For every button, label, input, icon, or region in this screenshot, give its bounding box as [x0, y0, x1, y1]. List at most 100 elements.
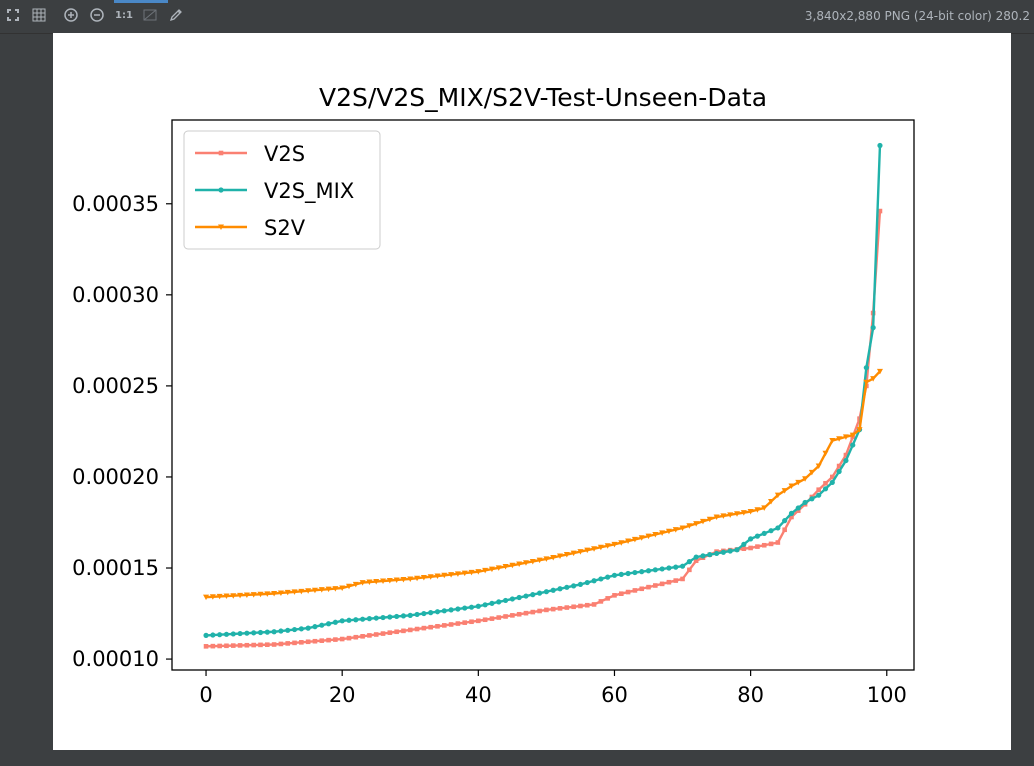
fit-screen-icon[interactable] [5, 8, 21, 24]
data-point [639, 586, 645, 592]
data-point [748, 545, 753, 551]
data-point [345, 583, 352, 590]
data-point [638, 535, 645, 541]
data-point [244, 642, 250, 648]
data-point [489, 600, 495, 606]
data-point [394, 629, 399, 635]
data-point [639, 569, 645, 575]
data-point [734, 511, 741, 517]
data-point [775, 540, 781, 545]
actual-size-icon[interactable]: 1:1 [115, 10, 133, 21]
data-point [360, 634, 365, 639]
data-point [380, 578, 387, 585]
data-point [434, 609, 441, 615]
data-point [352, 581, 359, 588]
data-point [502, 564, 509, 570]
data-point [584, 579, 590, 586]
data-point [761, 542, 767, 548]
data-point [496, 615, 502, 620]
data-point [591, 602, 597, 607]
image-info-text: 3,840x2,880 PNG (24-bit color) 280.2 [804, 9, 1030, 23]
data-point [420, 574, 427, 581]
data-point [284, 589, 291, 596]
data-point [774, 492, 781, 499]
data-point [264, 629, 270, 635]
y-tick-label: 0.00035 [72, 192, 159, 216]
x-tick-label: 20 [329, 683, 356, 707]
data-point [707, 552, 713, 558]
data-point [203, 644, 209, 649]
legend-label: V2S [264, 142, 305, 166]
data-point [802, 476, 809, 482]
data-point [720, 513, 727, 519]
data-point [496, 599, 502, 605]
data-point [666, 565, 672, 571]
data-point [291, 626, 298, 633]
color-picker-icon[interactable] [168, 8, 184, 24]
data-point [421, 625, 427, 631]
data-point [789, 514, 794, 520]
data-point [529, 558, 536, 565]
data-point [224, 643, 229, 649]
data-point [455, 606, 461, 612]
data-point [277, 590, 284, 596]
data-point [550, 587, 556, 593]
background-icon[interactable] [142, 8, 158, 24]
data-point [380, 614, 386, 621]
data-point [386, 578, 393, 584]
legend-marker [218, 224, 224, 230]
legend-label: S2V [264, 216, 306, 240]
data-point [645, 568, 652, 574]
data-point [632, 569, 638, 576]
y-tick-label: 0.00015 [72, 556, 159, 580]
data-point [401, 628, 406, 634]
data-point [577, 549, 584, 555]
data-point [209, 594, 216, 600]
data-point [761, 505, 768, 511]
data-point [311, 587, 318, 594]
data-point [359, 580, 366, 586]
data-point [686, 523, 693, 529]
data-point [761, 530, 767, 537]
data-point [680, 576, 685, 582]
zoom-out-icon[interactable] [89, 8, 105, 24]
data-point [223, 631, 230, 637]
data-point [292, 640, 297, 646]
grid-icon[interactable] [31, 8, 47, 24]
data-point [441, 608, 447, 614]
data-point [462, 620, 468, 625]
data-point [748, 536, 754, 542]
data-point [489, 616, 495, 621]
data-point [203, 632, 209, 638]
data-point [488, 566, 495, 573]
data-point [257, 629, 264, 636]
series-v2s-mix [203, 142, 883, 638]
data-point [598, 576, 604, 582]
series-line [205, 370, 881, 599]
data-point [673, 578, 679, 583]
data-point [475, 569, 482, 575]
data-point [564, 584, 570, 590]
chart-title: V2S/V2S_MIX/S2V-Test-Unseen-Data [319, 83, 767, 112]
data-point [584, 602, 590, 608]
data-point [550, 554, 557, 561]
data-point [462, 605, 468, 611]
data-point [360, 616, 366, 622]
data-point [625, 538, 632, 545]
data-point [305, 625, 311, 631]
data-point [482, 602, 488, 608]
data-point [754, 507, 761, 513]
data-point [210, 643, 216, 649]
data-point [679, 563, 686, 569]
data-point [435, 623, 440, 629]
data-point [720, 549, 726, 555]
data-point [414, 575, 421, 582]
plot-frame [171, 119, 915, 671]
data-point [516, 594, 522, 601]
data-point [250, 592, 257, 598]
zoom-in-icon[interactable] [63, 8, 79, 24]
data-point [645, 533, 652, 540]
data-point [509, 596, 515, 602]
data-point [380, 631, 386, 636]
data-point [808, 469, 815, 476]
